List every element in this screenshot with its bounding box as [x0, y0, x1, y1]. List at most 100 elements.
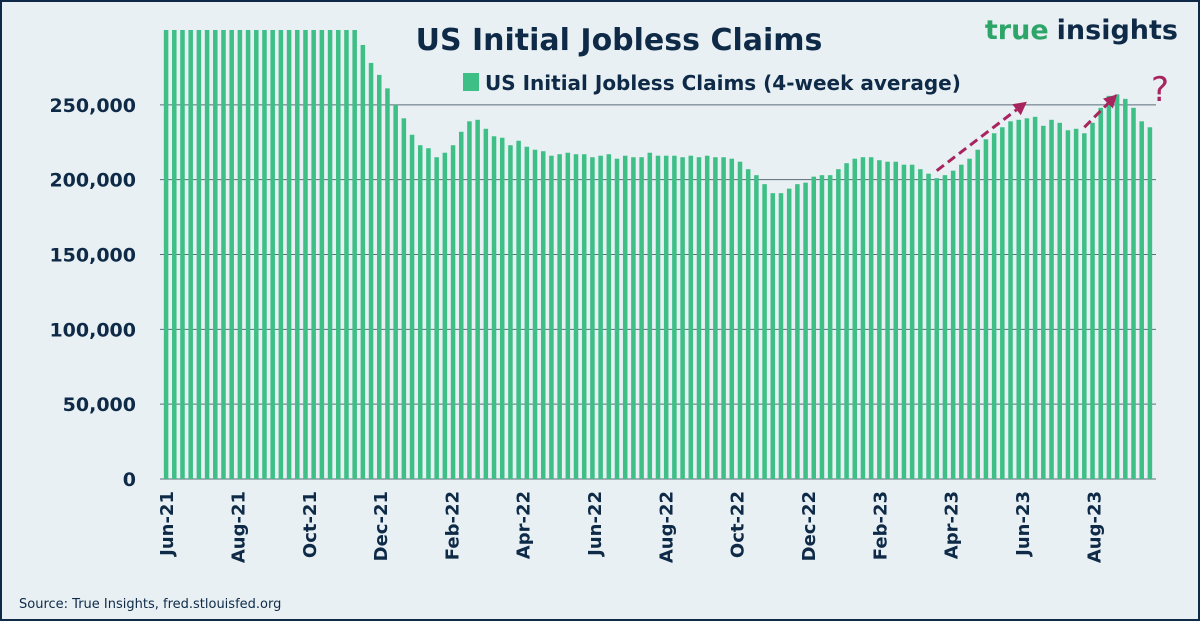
bar	[402, 118, 407, 479]
bar	[213, 30, 218, 479]
y-tick-label: 250,000	[49, 95, 136, 117]
bar	[730, 159, 735, 479]
bar	[1082, 133, 1087, 479]
bar	[188, 30, 193, 479]
x-tick-label: Apr-22	[514, 491, 535, 559]
chart: 050,000100,000150,000200,000250,000Jun-2…	[2, 2, 1198, 619]
chart-frame: 0 50,000 100,000 150,000 200,000 250,000 Jun-2…	[0, 0, 1200, 621]
bar	[1057, 123, 1062, 479]
bar	[590, 157, 595, 479]
x-tick-label: Feb-22	[442, 491, 463, 560]
bar	[1008, 121, 1013, 479]
y-tick-label: 150,000	[49, 245, 136, 267]
bar	[418, 145, 423, 479]
x-tick-label: Oct-22	[728, 491, 749, 558]
bar	[1025, 118, 1030, 479]
brand-logo-part1: true	[985, 15, 1049, 46]
bar	[959, 165, 964, 479]
bar	[303, 30, 308, 479]
bar	[467, 121, 472, 479]
y-tick-label: 0	[123, 469, 136, 491]
bar	[508, 145, 513, 479]
bar	[992, 133, 997, 479]
bar	[262, 30, 267, 479]
bar	[975, 150, 980, 479]
bar	[902, 165, 907, 479]
bar	[246, 30, 251, 479]
bar	[270, 30, 275, 479]
bar	[410, 135, 415, 479]
bar	[369, 63, 374, 479]
bar	[459, 132, 464, 479]
bar	[254, 30, 259, 479]
bar	[443, 153, 448, 479]
bar	[861, 157, 866, 479]
x-tick-label: Dec-21	[371, 491, 392, 561]
bar	[172, 30, 177, 479]
bar	[1115, 94, 1120, 479]
chart-title: US Initial Jobless Claims	[416, 23, 823, 58]
bar	[844, 163, 849, 479]
trend-arrowhead	[1012, 102, 1027, 116]
bar	[648, 153, 653, 479]
bar	[820, 175, 825, 479]
x-tick-label: Dec-22	[799, 491, 820, 561]
trend-arrow-line	[1084, 104, 1108, 128]
bar	[697, 157, 702, 479]
bar	[615, 159, 620, 479]
x-tick-label: Jun-22	[585, 491, 606, 558]
bar	[385, 88, 390, 479]
bar	[680, 157, 685, 479]
bar	[762, 184, 767, 479]
question-mark-annotation: ?	[1151, 70, 1169, 110]
bar	[1000, 127, 1005, 479]
bar	[853, 159, 858, 479]
brand-logo: true insights	[985, 15, 1178, 46]
x-tick-label: Jun-21	[157, 491, 178, 558]
legend-label: US Initial Jobless Claims (4-week averag…	[485, 71, 961, 95]
bar	[787, 189, 792, 479]
bar	[721, 157, 726, 479]
x-tick-label: Oct-21	[300, 491, 321, 558]
bar	[287, 30, 292, 479]
x-tick-label: Jun-23	[1013, 491, 1034, 558]
x-tick-label: Aug-21	[228, 491, 249, 563]
x-tick-label: Aug-22	[656, 491, 677, 563]
bar	[754, 175, 759, 479]
bar	[689, 156, 694, 479]
bar	[828, 175, 833, 479]
bar	[541, 151, 546, 479]
bar	[582, 154, 587, 479]
source-note: Source: True Insights, fred.stlouisfed.o…	[19, 597, 281, 612]
bar	[1090, 123, 1095, 479]
x-tick-label: Apr-23	[942, 491, 963, 559]
bar	[738, 162, 743, 479]
bar	[1074, 129, 1079, 479]
bar	[279, 30, 284, 479]
bar	[713, 157, 718, 479]
bar	[771, 193, 776, 479]
bar	[516, 141, 521, 479]
bar	[451, 145, 456, 479]
bar	[1107, 96, 1112, 479]
bar	[238, 30, 243, 479]
bar	[779, 193, 784, 479]
bar	[525, 147, 530, 479]
bar	[320, 30, 325, 479]
bar	[311, 30, 316, 479]
bar	[566, 153, 571, 479]
bar	[1033, 117, 1038, 479]
bar	[795, 184, 800, 479]
bar	[926, 174, 931, 479]
bar	[812, 177, 817, 479]
y-tick-label: 200,000	[49, 170, 136, 192]
bar	[500, 138, 505, 479]
bar	[664, 156, 669, 479]
bar	[549, 156, 554, 479]
bar	[803, 183, 808, 479]
bar	[1016, 120, 1021, 479]
bar	[434, 157, 439, 479]
bar	[1131, 108, 1136, 479]
x-tick-label: Aug-23	[1084, 491, 1105, 563]
legend-swatch	[463, 73, 479, 91]
